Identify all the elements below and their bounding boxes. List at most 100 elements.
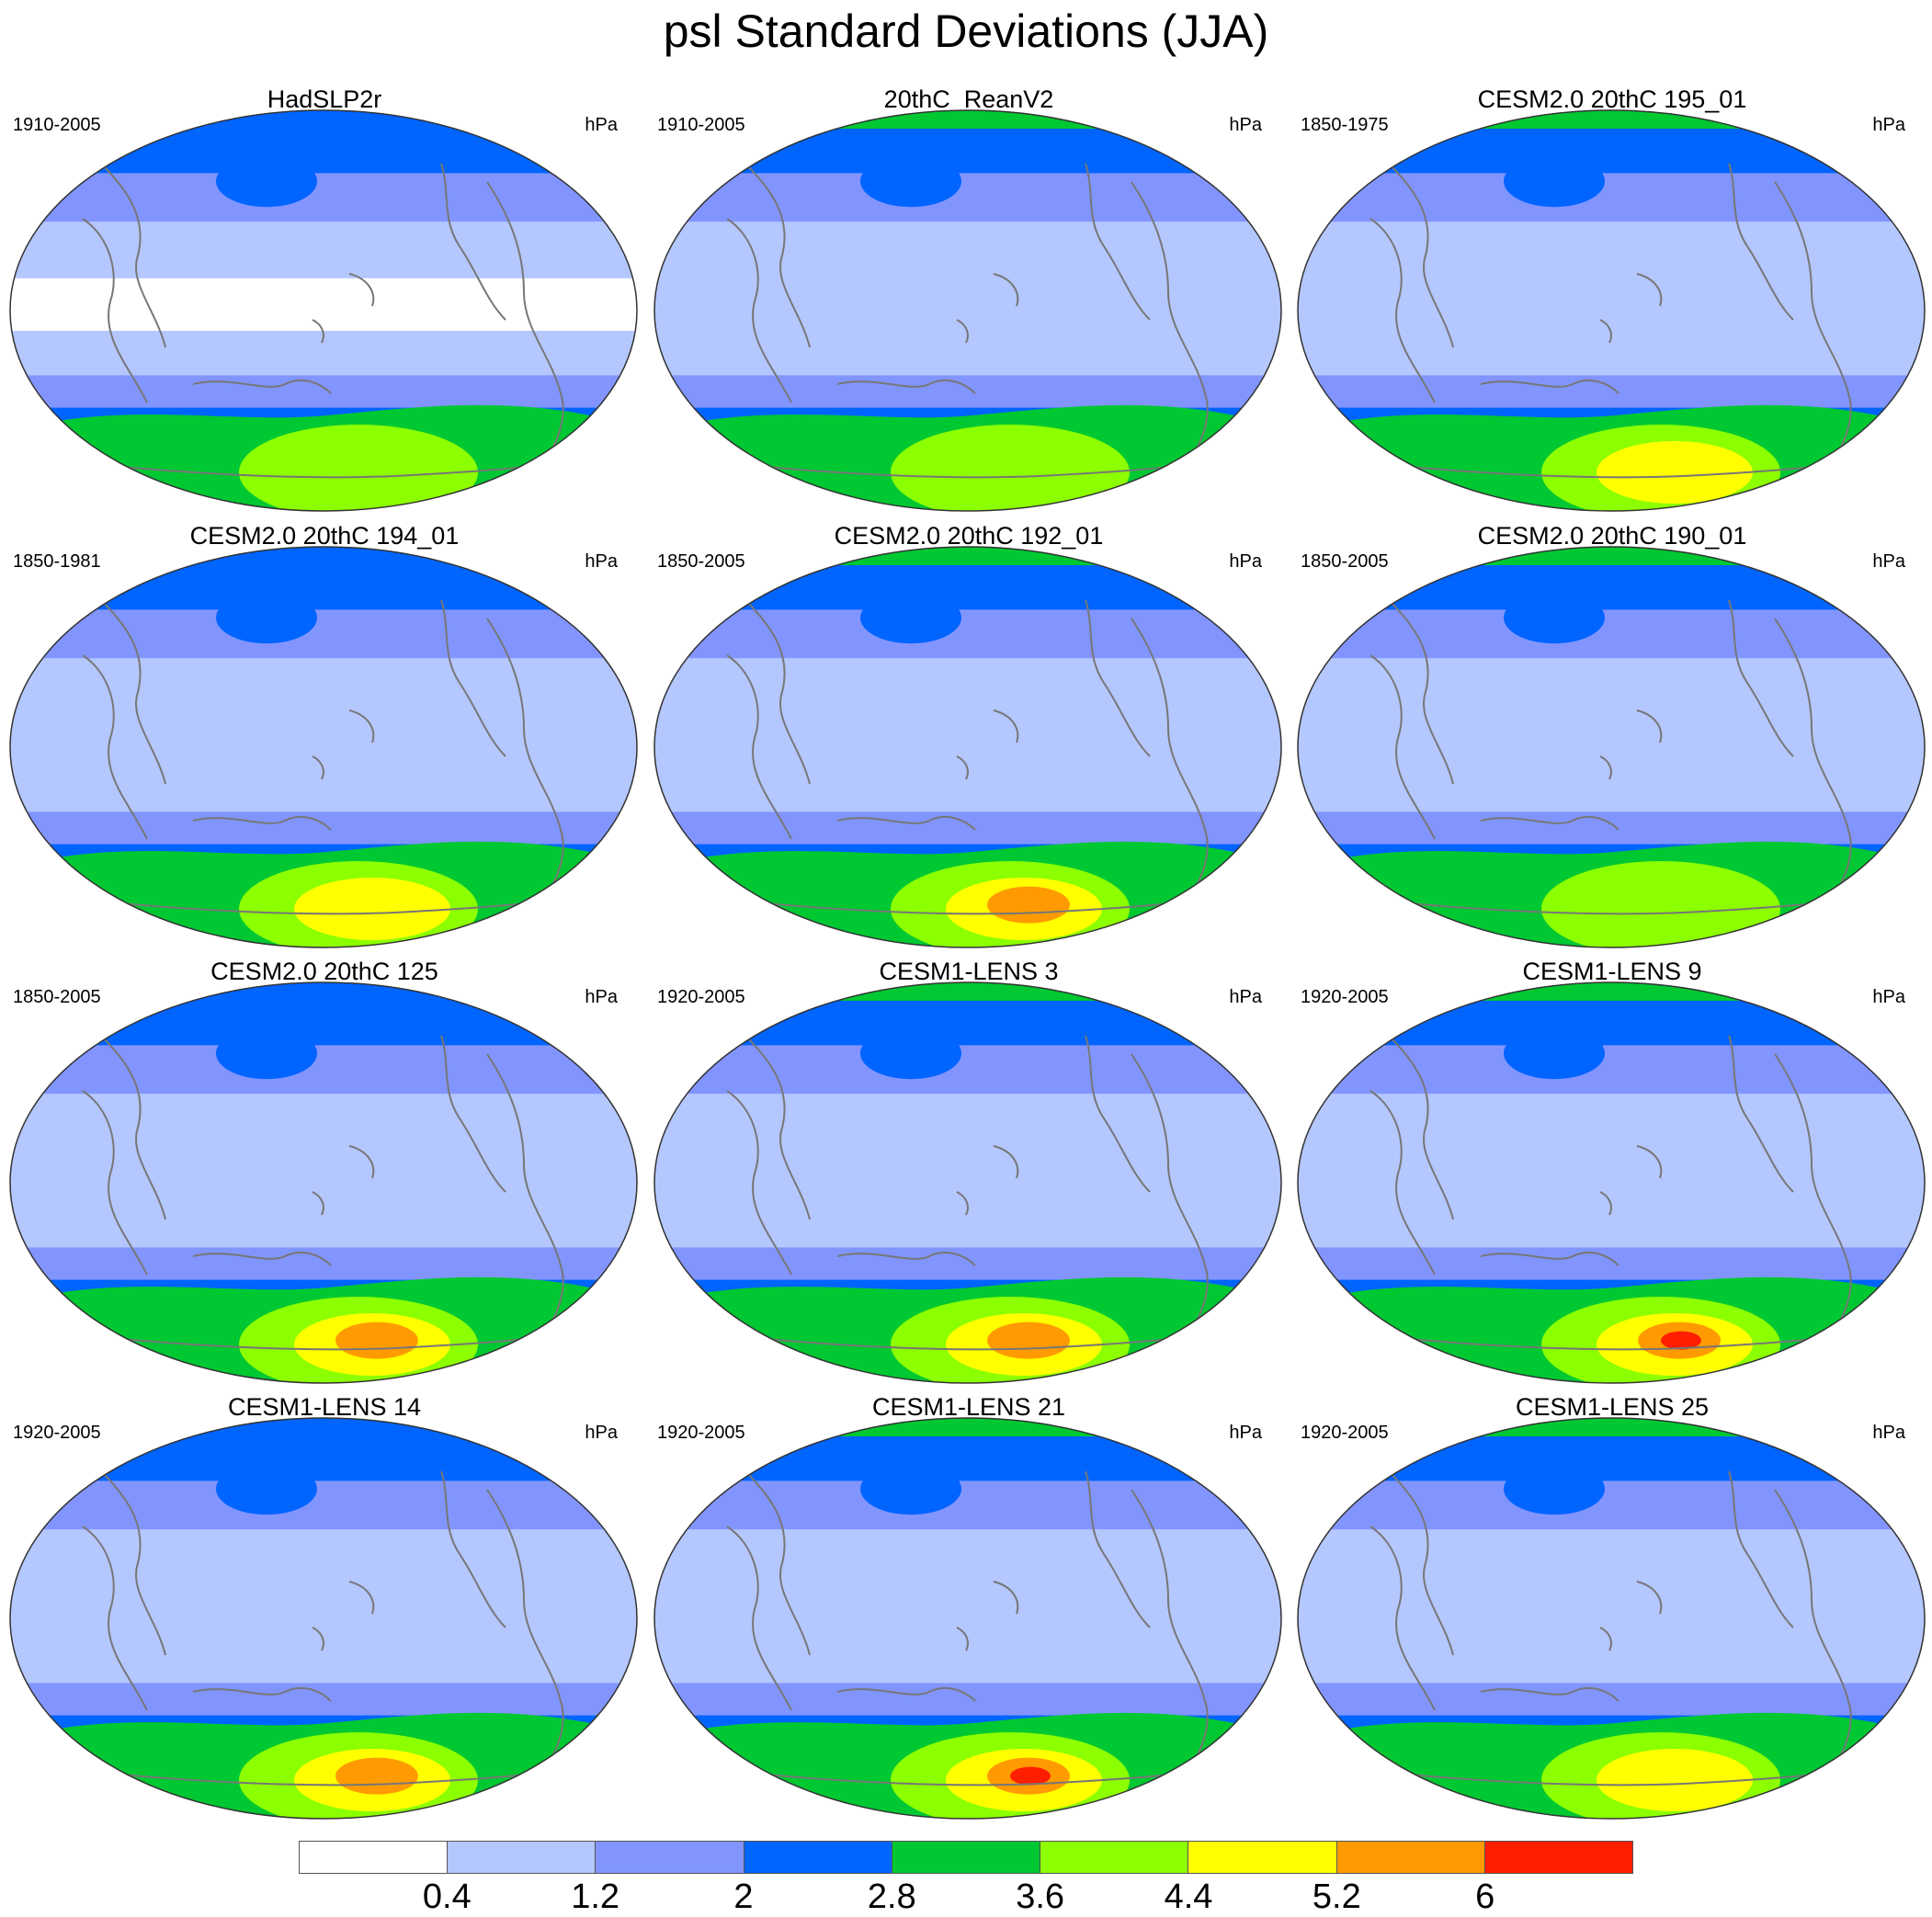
contour-band <box>10 1683 637 1717</box>
contour-band <box>654 658 1281 716</box>
anomaly-region <box>1661 1331 1701 1350</box>
coastline <box>348 273 375 307</box>
coastline <box>993 1581 1019 1615</box>
coastline <box>836 815 976 831</box>
panel-units: hPa <box>1229 1423 1262 1443</box>
coastline <box>192 379 332 394</box>
map-boundary <box>1297 109 1926 512</box>
coastline <box>312 1627 324 1651</box>
coastline <box>1774 1489 1852 1785</box>
panel-years: 1920-2005 <box>1301 1423 1389 1443</box>
robinson-map <box>653 546 1282 948</box>
coastline <box>486 618 564 913</box>
panel-years: 1850-2005 <box>13 987 101 1007</box>
coastline <box>1369 654 1436 840</box>
panel-years: 1920-2005 <box>657 1423 745 1443</box>
coastline <box>440 599 506 757</box>
coastline <box>1636 1581 1663 1615</box>
panel-title: CESM1-LENS 9 <box>1522 958 1702 985</box>
robinson-map <box>1297 546 1926 948</box>
contour-band <box>654 375 1281 409</box>
contour-band <box>10 1094 637 1151</box>
contour-band <box>10 547 637 566</box>
colorbar-label: 4.4 <box>1164 1877 1213 1916</box>
contour-band <box>1298 565 1925 610</box>
coastline <box>1480 1251 1619 1266</box>
coastline <box>1636 273 1663 307</box>
contour-band <box>1298 982 1925 1002</box>
contour-band <box>10 1247 637 1281</box>
coastline <box>744 163 811 348</box>
contour-band <box>10 1436 637 1481</box>
coastline <box>100 163 166 348</box>
coastline <box>956 1191 969 1216</box>
coastline <box>1480 815 1619 831</box>
coastline <box>1131 181 1209 477</box>
contour-band <box>1298 1094 1925 1151</box>
contour-band <box>1298 1001 1925 1046</box>
panel-units: hPa <box>1229 987 1262 1007</box>
robinson-map <box>9 981 638 1384</box>
panel-years: 1920-2005 <box>657 987 745 1007</box>
anomaly-region <box>891 425 1130 511</box>
panel-title: CESM2.0 20thC 190_01 <box>1477 522 1747 550</box>
coastline <box>1369 1090 1436 1276</box>
coastline <box>1728 1035 1794 1193</box>
contour-band <box>10 1150 637 1204</box>
panel-units: hPa <box>1872 551 1905 572</box>
contour-band <box>654 1683 1281 1717</box>
coastline <box>993 273 1019 307</box>
panel-units: hPa <box>585 987 618 1007</box>
map-panel: CESM2.0 20thC 195_01 1850-1975 hPa <box>1291 85 1932 518</box>
map-boundary <box>1297 981 1926 1384</box>
anomaly-region <box>1504 592 1605 644</box>
coastline <box>192 1686 332 1702</box>
colorbar-swatch <box>892 1842 1041 1873</box>
coastline <box>744 1035 811 1220</box>
coastline <box>836 1686 976 1702</box>
map-boundary <box>653 546 1282 948</box>
map-boundary <box>653 981 1282 1384</box>
coastline <box>486 1489 564 1785</box>
contour-band <box>654 1529 1281 1587</box>
contour-band <box>654 547 1281 566</box>
panel-years: 1850-2005 <box>657 551 745 572</box>
panel-units: hPa <box>1229 551 1262 572</box>
coastline <box>486 1053 564 1349</box>
map-panel: CESM1-LENS 25 1920-2005 hPa <box>1291 1392 1932 1826</box>
contour-band <box>1298 547 1925 566</box>
contour-band <box>1298 714 1925 768</box>
coastline <box>82 654 148 840</box>
contour-band <box>654 221 1281 279</box>
contour-band <box>654 1585 1281 1639</box>
contour-band <box>10 565 637 610</box>
coastline <box>100 599 166 785</box>
panel-title: CESM1-LENS 14 <box>227 1393 422 1421</box>
anomaly-region <box>1504 1463 1605 1515</box>
coastline <box>1636 1145 1663 1179</box>
contour-band <box>654 173 1281 222</box>
contour-band <box>654 1150 1281 1204</box>
contour-band <box>10 714 637 768</box>
coastline <box>100 1035 166 1220</box>
coastline <box>486 181 564 477</box>
contour-band <box>654 129 1281 174</box>
panel-years: 1850-1975 <box>1301 115 1389 135</box>
coastline <box>1728 163 1794 321</box>
robinson-map <box>653 1417 1282 1820</box>
map-boundary <box>1297 1417 1926 1820</box>
panel-title: HadSLP2r <box>267 85 382 113</box>
coastline <box>1599 755 1612 780</box>
figure-title: psl Standard Deviations (JJA) <box>663 6 1269 57</box>
contour-band <box>10 1418 637 1437</box>
contour-band <box>10 1529 637 1587</box>
contour-band <box>1298 1150 1925 1204</box>
colorbar-label: 0.4 <box>422 1877 472 1916</box>
contour-band <box>1298 221 1925 279</box>
contour-band <box>1298 110 1925 130</box>
coastline <box>956 1627 969 1651</box>
coastline <box>100 1470 166 1656</box>
contour-band <box>10 609 637 659</box>
anomaly-region <box>335 1757 418 1795</box>
coastline <box>1388 163 1454 348</box>
